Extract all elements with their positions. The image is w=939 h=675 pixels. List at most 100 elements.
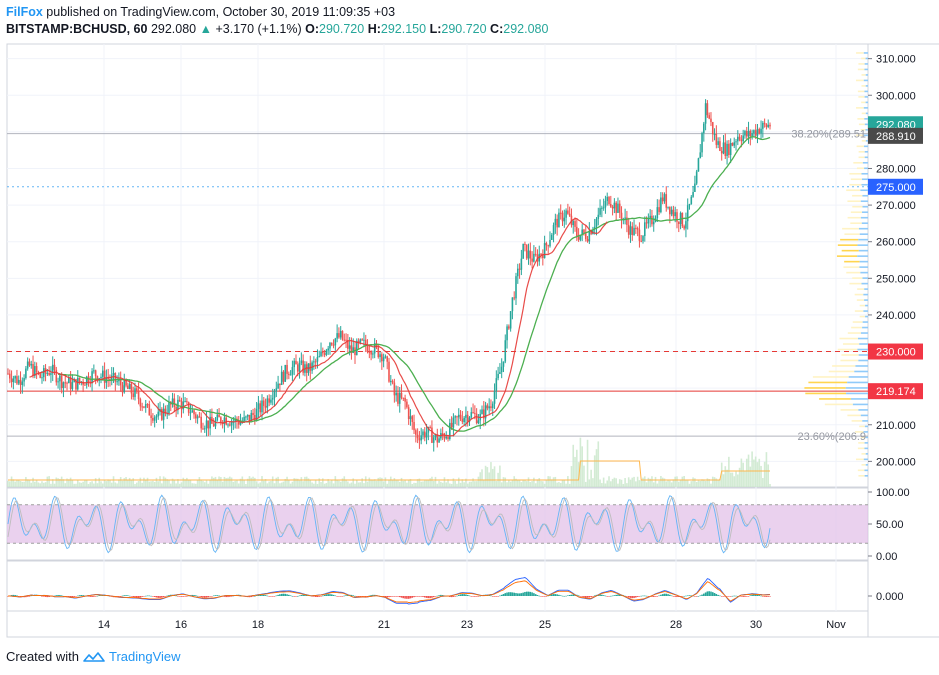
volume-profile-bar bbox=[858, 359, 868, 362]
volume-profile-bar bbox=[860, 200, 868, 203]
volume-bar bbox=[601, 483, 603, 487]
volume-bar bbox=[66, 478, 68, 487]
x-tick-label: 30 bbox=[750, 619, 762, 631]
volume-bar bbox=[157, 481, 160, 487]
macd-bar bbox=[429, 596, 431, 599]
macd-bar bbox=[356, 596, 358, 597]
candle-body bbox=[729, 143, 732, 156]
candle-body bbox=[57, 381, 59, 383]
candle-body bbox=[400, 392, 403, 398]
volume-bar bbox=[554, 476, 557, 487]
macd-bar bbox=[441, 595, 444, 596]
candle-body bbox=[218, 414, 220, 418]
macd-bar bbox=[266, 595, 269, 597]
volume-profile-bar bbox=[865, 85, 868, 87]
volume-profile-bar bbox=[858, 249, 868, 252]
candle-body bbox=[527, 250, 530, 259]
volume-profile-bar bbox=[864, 167, 868, 170]
candle-body bbox=[329, 342, 331, 349]
volume-profile-bar bbox=[844, 233, 860, 235]
candle-body bbox=[339, 330, 342, 338]
macd-bar bbox=[472, 596, 474, 597]
volume-bar bbox=[382, 481, 385, 487]
candle-body bbox=[688, 204, 691, 206]
volume-bar bbox=[604, 483, 607, 487]
candle-body bbox=[46, 373, 49, 375]
macd-bar bbox=[277, 594, 279, 596]
macd-bar bbox=[293, 596, 295, 597]
candle-body bbox=[85, 376, 88, 385]
macd-bar bbox=[465, 594, 467, 596]
volume-bar bbox=[345, 479, 347, 487]
macd-bar bbox=[760, 595, 762, 597]
macd-bar bbox=[588, 596, 591, 598]
macd-bar bbox=[193, 594, 195, 596]
volume-bar bbox=[502, 477, 505, 487]
macd-bar bbox=[345, 595, 347, 596]
volume-bar bbox=[191, 483, 194, 487]
macd-bar bbox=[674, 596, 676, 597]
candle-body bbox=[135, 388, 138, 391]
volume-profile-bar bbox=[840, 409, 859, 411]
volume-bar bbox=[423, 480, 426, 487]
macd-bar bbox=[599, 594, 601, 596]
volume-bar bbox=[180, 482, 183, 487]
candle-body bbox=[483, 409, 485, 419]
candle-body bbox=[118, 379, 120, 382]
macd-bar bbox=[322, 595, 324, 597]
candle-body bbox=[645, 222, 648, 224]
macd-bar bbox=[586, 596, 589, 598]
volume-bar bbox=[270, 481, 272, 487]
macd-bar bbox=[325, 594, 328, 596]
macd-bar bbox=[683, 595, 685, 597]
macd-bar bbox=[565, 595, 567, 597]
volume-profile-bar bbox=[856, 107, 864, 109]
volume-bar bbox=[313, 483, 315, 487]
macd-bar bbox=[629, 596, 632, 598]
volume-profile-bar bbox=[864, 68, 868, 71]
volume-bar bbox=[593, 455, 596, 487]
macd-bar bbox=[592, 596, 594, 597]
macd-bar bbox=[624, 595, 626, 597]
macd-bar bbox=[731, 595, 734, 597]
macd-bar bbox=[497, 596, 499, 597]
low-label: L: bbox=[429, 22, 442, 36]
volume-bar bbox=[443, 477, 446, 487]
volume-bar bbox=[688, 483, 691, 487]
volume-bar bbox=[388, 479, 390, 487]
candle-body bbox=[146, 404, 149, 406]
volume-bar bbox=[96, 483, 99, 487]
volume-profile-bar bbox=[857, 348, 868, 351]
volume-bar bbox=[728, 456, 730, 487]
volume-profile-bar bbox=[850, 211, 862, 214]
macd-histogram bbox=[7, 591, 771, 599]
volume-profile-bar bbox=[862, 161, 868, 164]
candle-body bbox=[237, 421, 240, 425]
candle-body bbox=[531, 258, 533, 262]
candle-body bbox=[356, 340, 358, 356]
macd-bar bbox=[740, 596, 743, 597]
volume-profile-bar bbox=[861, 222, 868, 224]
candle-body bbox=[282, 371, 285, 382]
fib-level-label: 23.60%(206.9 bbox=[798, 431, 867, 443]
macd-bar bbox=[542, 596, 544, 597]
volume-bar bbox=[373, 479, 376, 487]
volume-profile-bar bbox=[858, 442, 865, 444]
volume-bar bbox=[39, 483, 41, 487]
macd-bar bbox=[162, 596, 165, 598]
macd-bar bbox=[384, 596, 387, 598]
publisher-name[interactable]: FilFox bbox=[6, 5, 43, 19]
macd-bar bbox=[681, 596, 684, 597]
volume-bar bbox=[481, 469, 483, 487]
candle-body bbox=[568, 213, 571, 216]
macd-bar bbox=[762, 596, 764, 597]
macd-bar bbox=[137, 596, 140, 598]
volume-bar bbox=[731, 472, 734, 487]
volume-bar bbox=[500, 482, 503, 487]
tradingview-brand[interactable]: TradingView bbox=[108, 649, 181, 664]
macd-bar bbox=[690, 595, 693, 597]
volume-bar bbox=[754, 456, 757, 487]
volume-bar bbox=[563, 479, 566, 487]
volume-bar bbox=[597, 441, 600, 487]
